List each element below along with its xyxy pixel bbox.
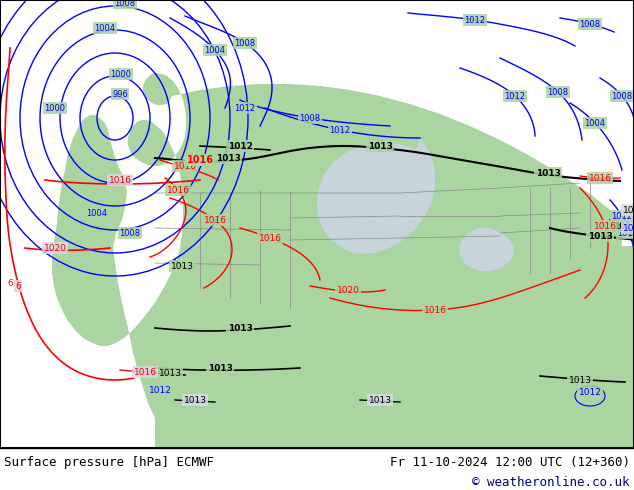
Text: 1013: 1013 (216, 153, 240, 163)
Text: 6: 6 (15, 281, 21, 291)
Text: 1013: 1013 (588, 231, 612, 241)
Text: 1013: 1013 (158, 368, 181, 377)
Text: 1013: 1013 (228, 323, 252, 333)
Text: 1012: 1012 (612, 212, 633, 220)
Polygon shape (52, 73, 634, 448)
Text: 1016: 1016 (424, 305, 446, 315)
Text: 1016: 1016 (204, 216, 226, 224)
Text: 1012: 1012 (148, 386, 171, 394)
Text: 1008: 1008 (547, 88, 569, 97)
Text: 996: 996 (112, 90, 128, 98)
Text: 1013: 1013 (536, 169, 560, 177)
Text: 1016: 1016 (588, 173, 612, 182)
Text: 1008: 1008 (235, 39, 256, 48)
Text: 1020: 1020 (44, 244, 67, 252)
Text: Surface pressure [hPa] ECMWF: Surface pressure [hPa] ECMWF (4, 456, 214, 469)
Text: 1013: 1013 (618, 228, 634, 238)
Text: © weatheronline.co.uk: © weatheronline.co.uk (472, 476, 630, 489)
Text: 1013: 1013 (623, 205, 634, 215)
Text: 1008: 1008 (579, 20, 600, 28)
Text: Fr 11-10-2024 12:00 UTC (12+360): Fr 11-10-2024 12:00 UTC (12+360) (390, 456, 630, 469)
Text: 1008: 1008 (299, 114, 321, 122)
Text: 1008: 1008 (115, 0, 136, 7)
Text: 1013: 1013 (171, 262, 193, 270)
Polygon shape (317, 138, 435, 254)
Text: 1004: 1004 (94, 24, 115, 32)
Text: 1012: 1012 (612, 221, 634, 230)
Text: 1016: 1016 (186, 155, 214, 165)
Text: 1016: 1016 (134, 368, 157, 376)
Text: 1008: 1008 (611, 92, 633, 100)
Text: 1012: 1012 (228, 142, 252, 150)
Text: 1000: 1000 (44, 103, 65, 113)
Text: 1012: 1012 (330, 125, 351, 134)
Text: 6: 6 (7, 278, 13, 288)
Text: 1012: 1012 (235, 103, 256, 113)
Text: 1016: 1016 (167, 186, 190, 195)
Text: 1013: 1013 (368, 395, 392, 405)
Text: 1012: 1012 (579, 388, 602, 396)
Text: 1012: 1012 (465, 16, 486, 24)
Text: 1000: 1000 (110, 70, 131, 78)
Text: 1013: 1013 (183, 395, 207, 405)
Text: 1016: 1016 (108, 175, 131, 185)
Text: 1016: 1016 (174, 162, 197, 171)
Text: 1016: 1016 (593, 221, 616, 230)
Text: 1013: 1013 (207, 364, 233, 372)
Text: 1008: 1008 (119, 228, 141, 238)
Text: 1012: 1012 (505, 92, 526, 100)
Polygon shape (459, 228, 514, 271)
Text: 1004: 1004 (585, 119, 605, 127)
Text: 1013: 1013 (569, 375, 592, 385)
Text: 1012: 1012 (623, 223, 634, 232)
Text: 1004: 1004 (205, 46, 226, 54)
Text: 1016: 1016 (259, 234, 281, 243)
Text: 1013: 1013 (368, 142, 392, 150)
Text: 1020: 1020 (337, 286, 359, 294)
Text: 1004: 1004 (86, 209, 108, 218)
